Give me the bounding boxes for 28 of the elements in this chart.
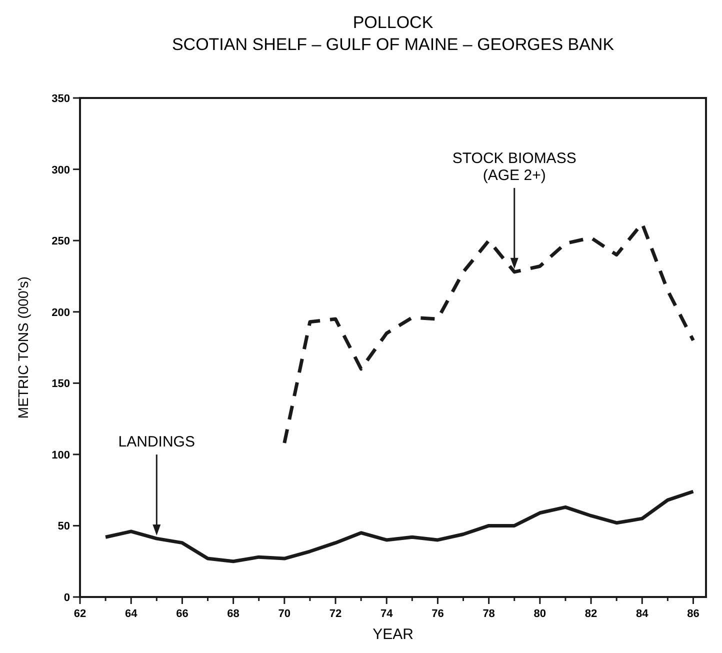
x-tick-label: 74 [380,608,394,620]
x-tick-label: 82 [584,608,598,620]
y-tick-label: 300 [52,164,70,176]
x-tick-label: 66 [176,608,188,620]
x-tick-label: 72 [329,608,342,620]
y-axis-title: METRIC TONS (000's) [15,276,31,419]
x-tick-label: 68 [227,608,240,620]
line-series [104,490,695,564]
y-tick-label: 0 [64,592,70,604]
x-tick-label: 80 [534,608,546,620]
y-tick-label: 100 [52,449,70,462]
y-tick-label: 250 [52,236,70,248]
annotation: LANDINGS [118,434,195,451]
y-tick-label: 350 [52,93,70,105]
y-tick-label: 200 [52,306,70,319]
y-tick-label: 50 [58,520,70,533]
x-axis-title: YEAR [372,626,414,643]
y-tick-label: 150 [52,378,70,390]
x-tick-label: 62 [74,608,86,620]
chart-subtitle: SCOTIAN SHELF – GULF OF MAINE – GEORGES BANK [172,35,615,54]
x-tick-label: 78 [482,608,495,620]
x-tick-label: 84 [636,608,650,620]
chart-title: POLLOCK [352,13,434,32]
annotation: STOCK BIOMASS (AGE 2+) [452,150,576,184]
x-tick-label: 86 [687,608,700,620]
x-tick-label: 64 [124,608,138,620]
x-tick-label: 76 [432,608,444,620]
x-tick-label: 70 [278,608,291,620]
